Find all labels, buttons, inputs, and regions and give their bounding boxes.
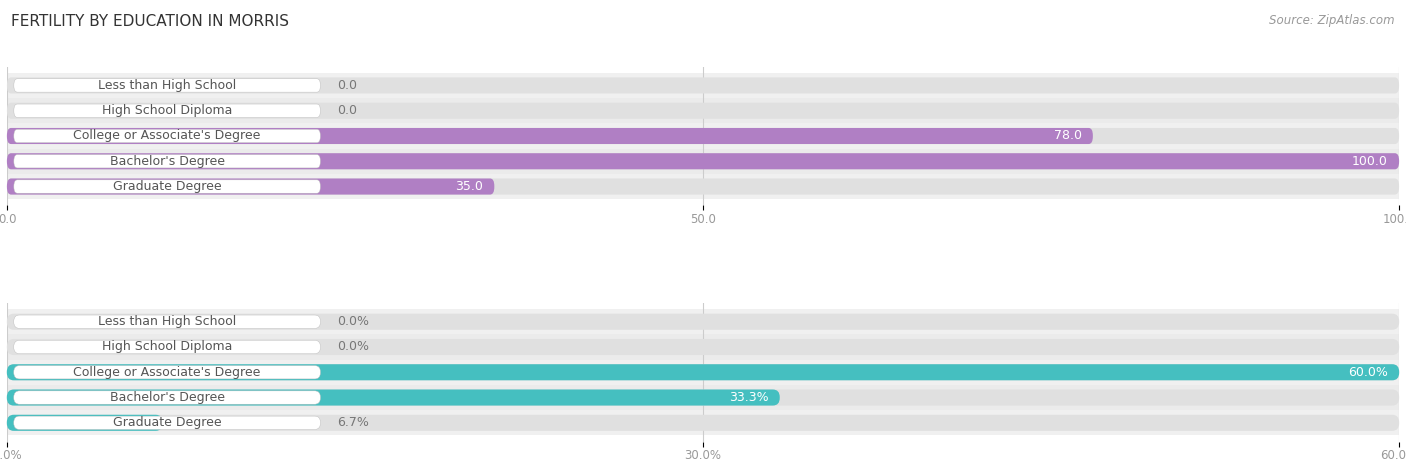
FancyBboxPatch shape xyxy=(14,340,321,354)
Text: FERTILITY BY EDUCATION IN MORRIS: FERTILITY BY EDUCATION IN MORRIS xyxy=(11,14,290,29)
FancyBboxPatch shape xyxy=(7,339,1399,355)
FancyBboxPatch shape xyxy=(7,364,1399,380)
Text: College or Associate's Degree: College or Associate's Degree xyxy=(73,130,260,142)
Text: 33.3%: 33.3% xyxy=(728,391,769,404)
FancyBboxPatch shape xyxy=(7,314,1399,330)
FancyBboxPatch shape xyxy=(14,366,321,379)
FancyBboxPatch shape xyxy=(7,390,780,406)
Text: High School Diploma: High School Diploma xyxy=(101,104,232,117)
Text: 60.0%: 60.0% xyxy=(1348,366,1388,379)
Text: College or Associate's Degree: College or Associate's Degree xyxy=(73,366,260,379)
Text: Bachelor's Degree: Bachelor's Degree xyxy=(110,391,225,404)
FancyBboxPatch shape xyxy=(7,415,163,431)
FancyBboxPatch shape xyxy=(7,124,1399,149)
FancyBboxPatch shape xyxy=(7,410,1399,436)
Text: 0.0: 0.0 xyxy=(337,79,357,92)
Text: Source: ZipAtlas.com: Source: ZipAtlas.com xyxy=(1270,14,1395,27)
FancyBboxPatch shape xyxy=(7,128,1399,144)
Text: Graduate Degree: Graduate Degree xyxy=(112,416,221,429)
Text: Less than High School: Less than High School xyxy=(98,315,236,328)
FancyBboxPatch shape xyxy=(7,77,1399,94)
Text: 78.0: 78.0 xyxy=(1053,130,1081,142)
FancyBboxPatch shape xyxy=(7,98,1399,124)
FancyBboxPatch shape xyxy=(7,153,1399,169)
Text: 0.0: 0.0 xyxy=(337,104,357,117)
Text: 0.0%: 0.0% xyxy=(337,315,368,328)
FancyBboxPatch shape xyxy=(7,334,1399,360)
FancyBboxPatch shape xyxy=(14,79,321,92)
FancyBboxPatch shape xyxy=(14,154,321,168)
FancyBboxPatch shape xyxy=(14,391,321,404)
FancyBboxPatch shape xyxy=(7,360,1399,385)
Text: Less than High School: Less than High School xyxy=(98,79,236,92)
Text: 6.7%: 6.7% xyxy=(337,416,368,429)
FancyBboxPatch shape xyxy=(7,364,1399,380)
FancyBboxPatch shape xyxy=(14,416,321,429)
Text: 100.0: 100.0 xyxy=(1353,155,1388,168)
Text: 35.0: 35.0 xyxy=(456,180,484,193)
FancyBboxPatch shape xyxy=(7,174,1399,199)
FancyBboxPatch shape xyxy=(14,315,321,328)
Text: High School Diploma: High School Diploma xyxy=(101,341,232,353)
FancyBboxPatch shape xyxy=(7,179,495,195)
Text: 0.0%: 0.0% xyxy=(337,341,368,353)
FancyBboxPatch shape xyxy=(7,390,1399,406)
FancyBboxPatch shape xyxy=(14,129,321,142)
FancyBboxPatch shape xyxy=(7,415,1399,431)
FancyBboxPatch shape xyxy=(7,385,1399,410)
FancyBboxPatch shape xyxy=(7,149,1399,174)
FancyBboxPatch shape xyxy=(7,179,1399,195)
FancyBboxPatch shape xyxy=(14,104,321,117)
FancyBboxPatch shape xyxy=(7,153,1399,169)
Text: Bachelor's Degree: Bachelor's Degree xyxy=(110,155,225,168)
Text: Graduate Degree: Graduate Degree xyxy=(112,180,221,193)
FancyBboxPatch shape xyxy=(7,73,1399,98)
FancyBboxPatch shape xyxy=(14,180,321,193)
FancyBboxPatch shape xyxy=(7,309,1399,334)
FancyBboxPatch shape xyxy=(7,128,1092,144)
FancyBboxPatch shape xyxy=(7,103,1399,119)
